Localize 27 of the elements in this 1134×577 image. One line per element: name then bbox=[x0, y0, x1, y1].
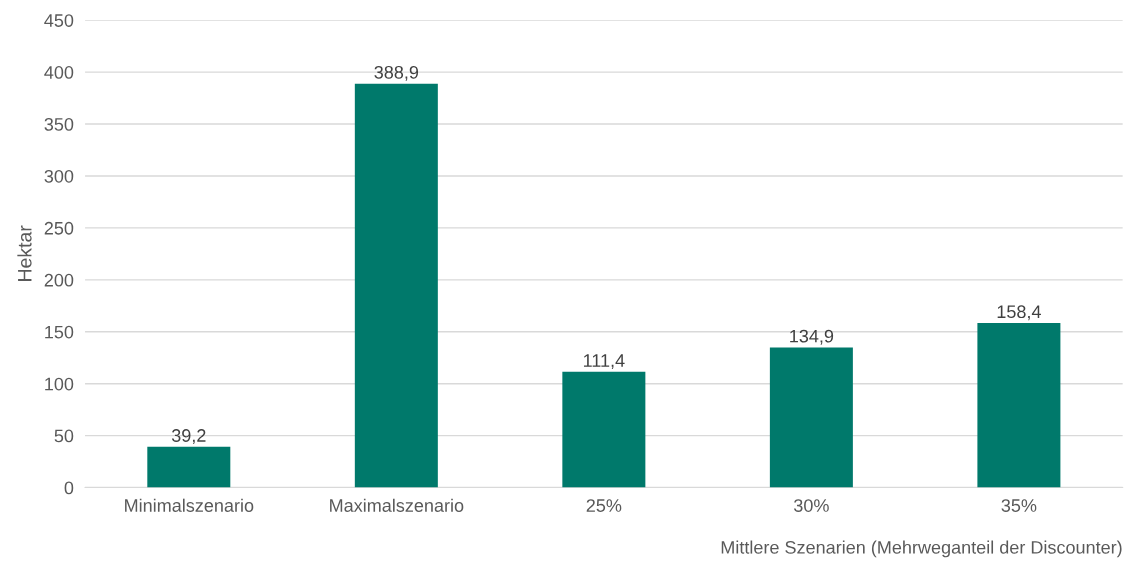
y-tick-label: 350 bbox=[44, 117, 74, 131]
data-label: 111,4 bbox=[583, 354, 625, 370]
x-tick-label: 30% bbox=[794, 499, 829, 512]
x-tick-label: Minimalszenario bbox=[125, 498, 254, 512]
y-axis-title: Hektar bbox=[17, 225, 32, 281]
y-tick-label: 250 bbox=[44, 221, 74, 235]
y-tick-label: 200 bbox=[44, 273, 74, 287]
data-label: 39,2 bbox=[171, 429, 206, 445]
x-axis-title: Mittlere Szenarien (Mehrweganteil der Discounter) bbox=[721, 540, 1122, 558]
data-label: 134,9 bbox=[790, 329, 834, 345]
x-tick-label: 25% bbox=[586, 499, 622, 512]
x-tick-label: Maximalszenario bbox=[330, 498, 464, 512]
bar bbox=[354, 83, 438, 488]
y-tick-label: 400 bbox=[44, 66, 74, 79]
y-tick-label: 150 bbox=[45, 325, 74, 339]
data-label: 158,4 bbox=[997, 305, 1041, 321]
bar bbox=[769, 347, 853, 488]
y-tick-label: 450 bbox=[44, 14, 74, 27]
bar bbox=[147, 446, 231, 488]
y-tick-label: 0 bbox=[64, 481, 74, 495]
x-tick-label: 35% bbox=[1001, 499, 1037, 512]
data-label: 388,9 bbox=[374, 65, 419, 81]
bar bbox=[562, 371, 646, 488]
y-tick-label: 50 bbox=[54, 429, 74, 443]
y-tick-label: 300 bbox=[44, 169, 74, 183]
y-tick-label: 100 bbox=[45, 377, 74, 391]
bar bbox=[977, 323, 1061, 488]
